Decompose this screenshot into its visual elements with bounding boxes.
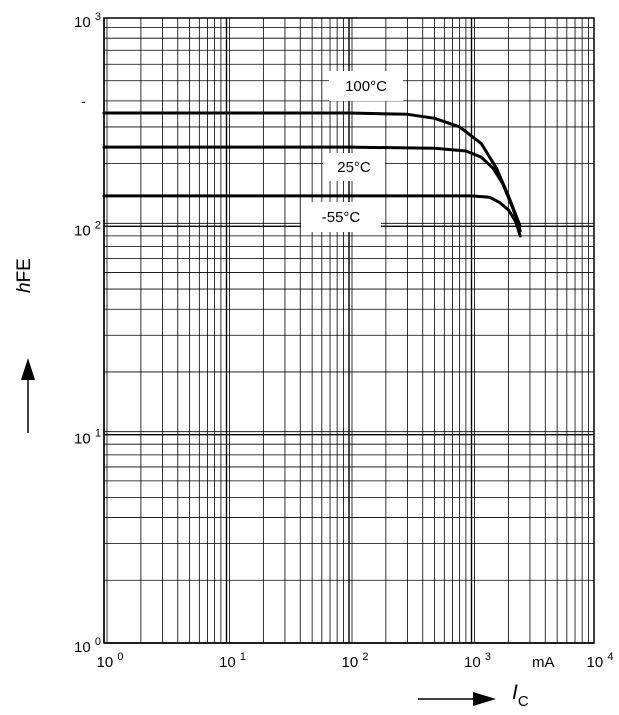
tick-label: 10 2 [342,651,369,671]
y-axis-label: hFE [14,258,35,293]
series-line [102,194,522,238]
grid [103,17,595,644]
tick-labels: 10 0 10 1 10 2 10 3 10 4 10 0 10 1 10 2 10 3 [74,11,613,671]
tick-label: 10 0 [97,651,124,671]
curve-label: 25°C [337,159,371,176]
curve-label-box [329,71,403,101]
x-axis-label: IC [512,681,529,710]
series-line [102,145,522,233]
y-axis-arrow [21,358,35,433]
stray-mark: - [81,93,86,109]
tick-label: 10 3 [74,11,101,31]
curve-label-box [301,202,381,232]
curve-labels: 100°C 25°C -55°C [301,71,403,232]
tick-label: 10 2 [74,219,101,239]
tick-label: 10 1 [74,428,101,448]
tick-label: 10 1 [219,651,246,671]
curve-label: 100°C [345,78,387,95]
tick-label: 10 0 [74,636,101,656]
tick-label: 10 3 [464,651,491,671]
series-lines [102,111,522,238]
curve-label: -55°C [322,209,361,226]
curve-label-box [323,153,385,181]
x-unit-label: mA [532,654,555,671]
tick-label: 10 4 [587,651,614,671]
plot-frame [103,17,595,644]
x-axis-arrow [418,692,496,706]
